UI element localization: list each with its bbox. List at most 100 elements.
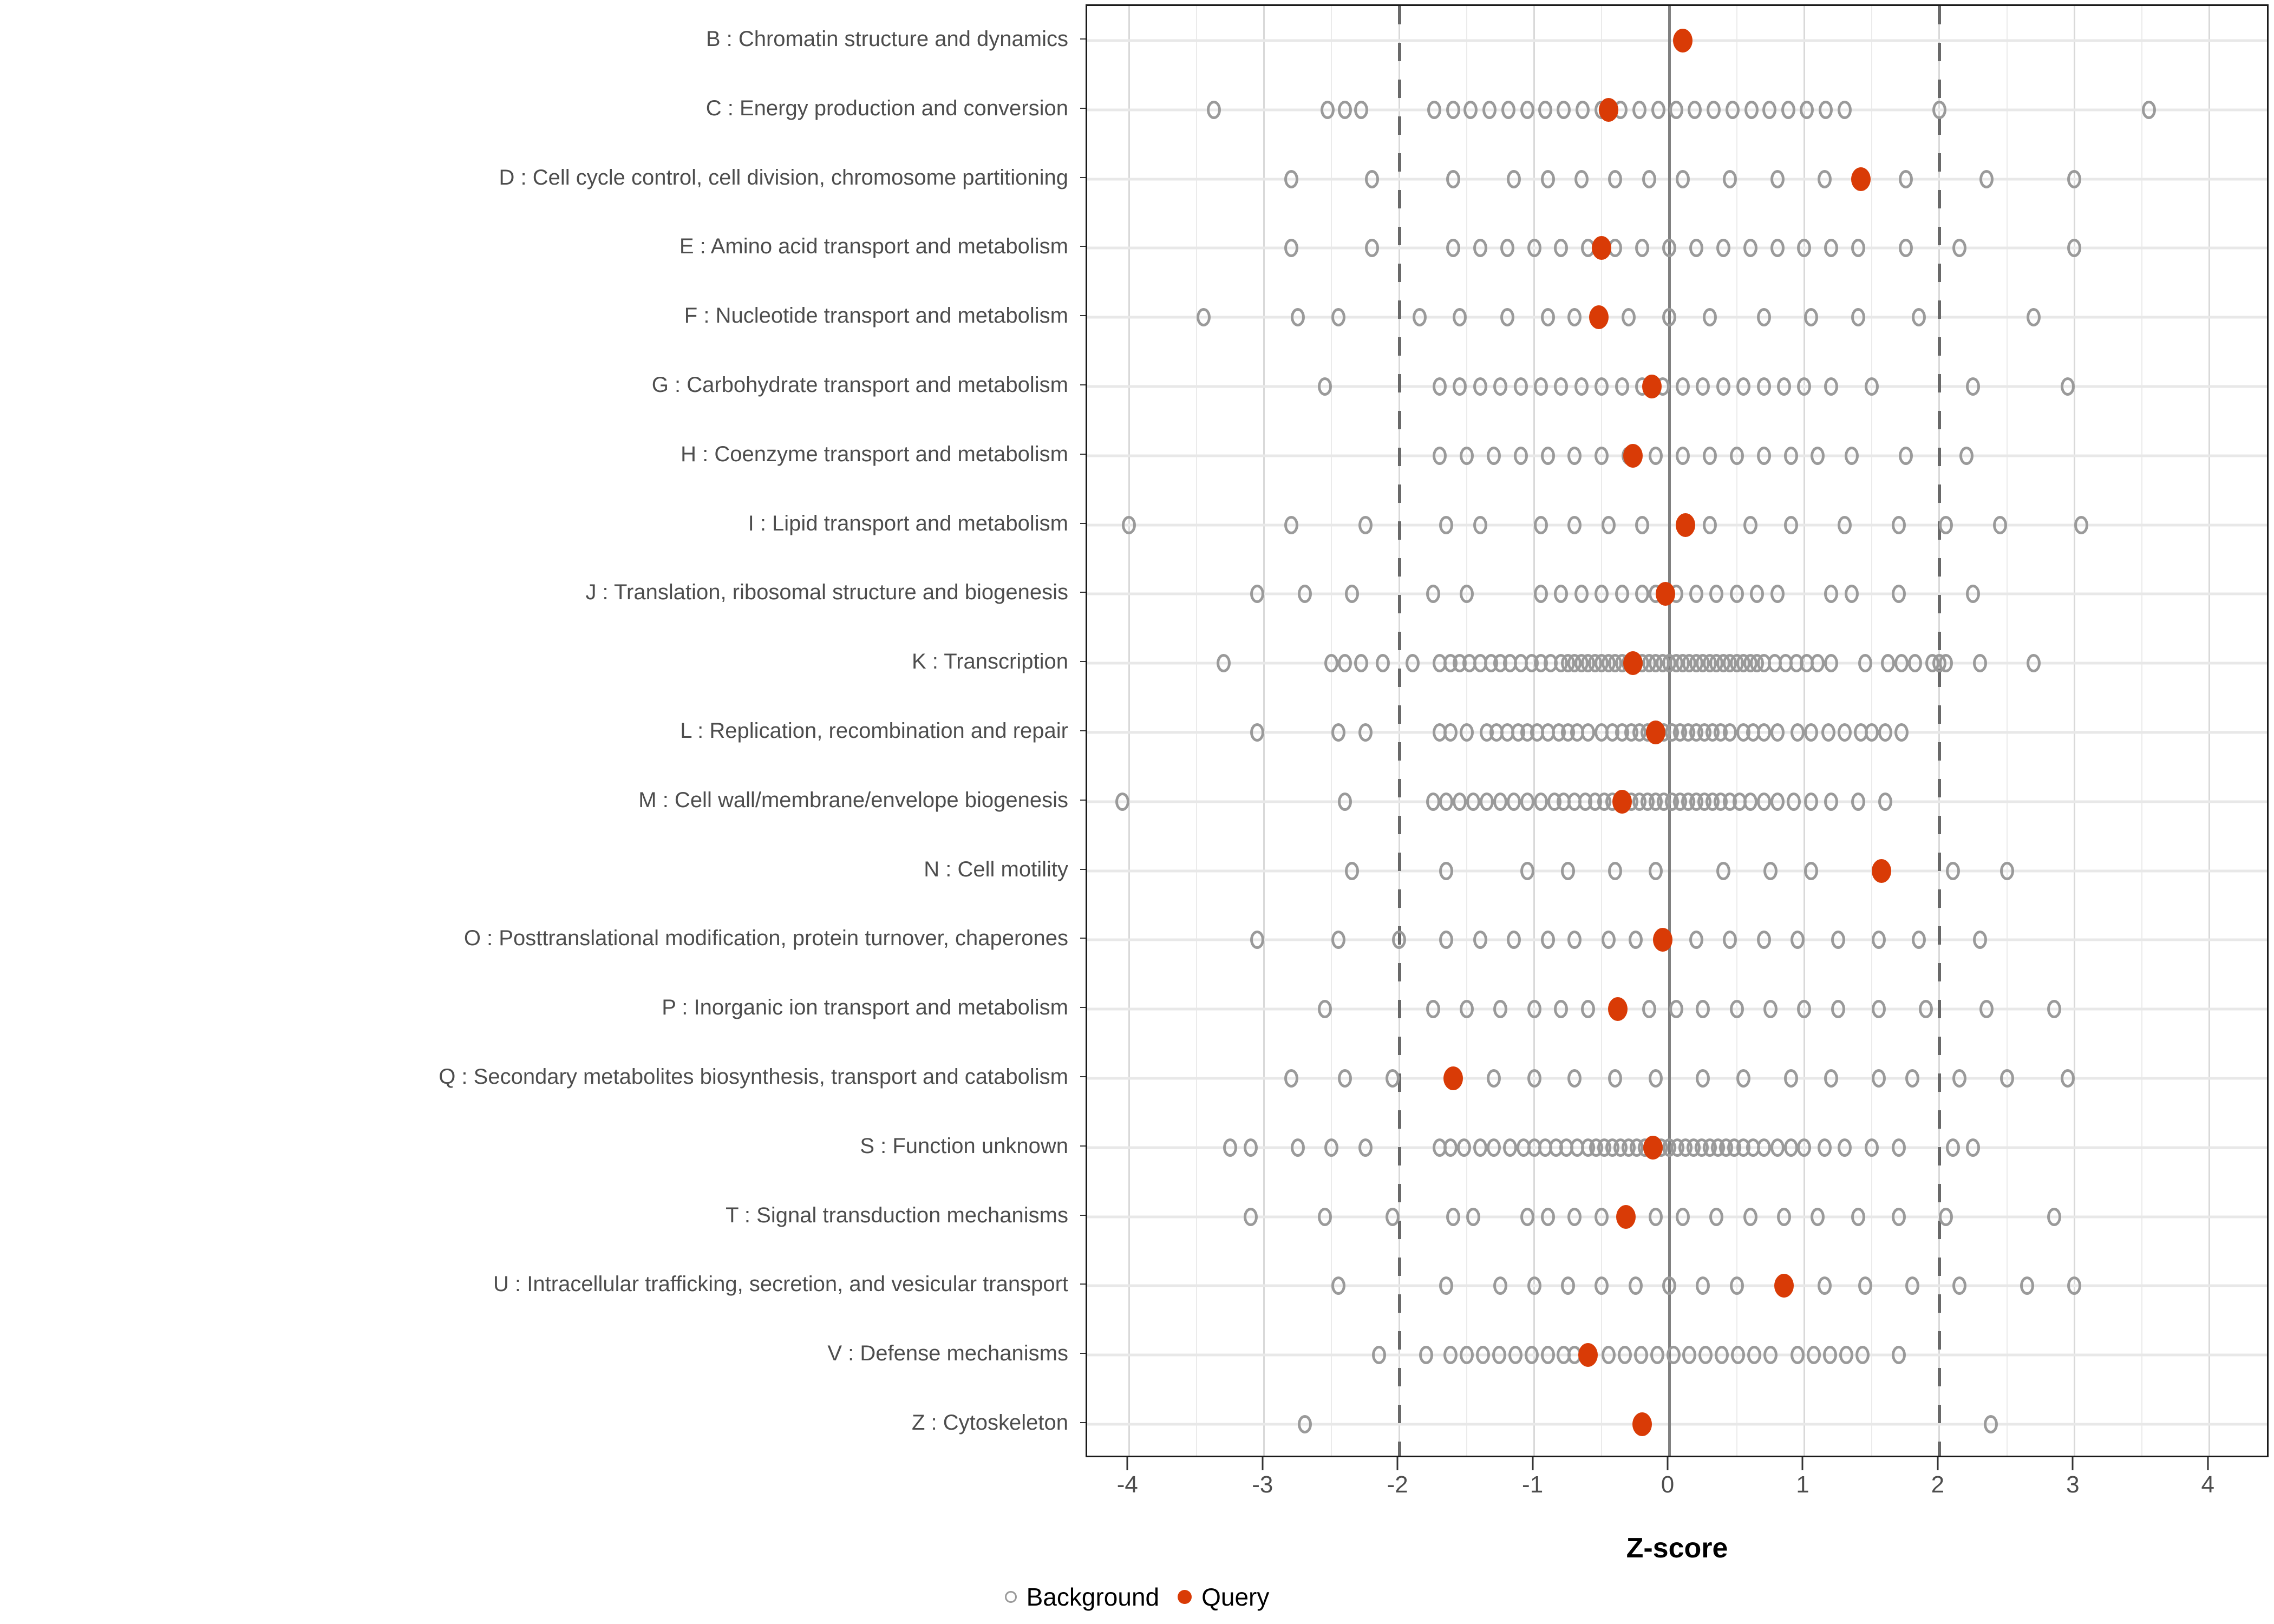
legend: Background Query [0,1582,2274,1612]
background-point [1689,585,1703,604]
background-point [1554,377,1569,396]
background-point [1513,446,1528,465]
background-point [1473,931,1487,949]
query-point [1774,1274,1794,1298]
background-point [1426,585,1440,604]
y-axis-tick [1080,661,1086,663]
background-point [1486,1069,1501,1088]
row-gridline [1087,1284,2267,1287]
background-point [1392,931,1407,949]
y-axis-tick [1080,107,1086,109]
background-point [1892,1138,1906,1157]
background-point [1320,100,1335,119]
y-axis-tick [1080,246,1086,247]
background-point [1770,239,1785,258]
background-point [1898,169,1913,188]
y-axis-tick [1080,176,1086,178]
background-point [1786,792,1801,811]
background-point [1446,169,1460,188]
y-axis-tick [1080,938,1086,939]
background-point [1939,654,1953,673]
x-axis: -4 -3 -2 -1 0 1 2 3 4 [1086,1457,2269,1522]
background-point [1871,1069,1886,1088]
background-point [1952,239,1967,258]
background-point [1331,931,1345,949]
background-point [1324,654,1339,673]
background-point [1858,654,1872,673]
background-point [1817,169,1832,188]
background-point [1338,100,1352,119]
background-point [1839,1346,1853,1365]
background-point [1331,1276,1345,1295]
background-point [1881,654,1896,673]
background-point [1709,1207,1724,1226]
background-point [1939,515,1953,534]
background-point [1763,1346,1778,1365]
background-point [1723,931,1737,949]
background-point [1838,100,1852,119]
background-point [2067,1276,2082,1295]
background-point [1729,446,1744,465]
background-point [1317,377,1332,396]
background-point [1466,792,1481,811]
background-point [1439,1276,1454,1295]
query-point [1675,513,1695,537]
background-point [1972,931,1987,949]
background-point [2067,239,2082,258]
background-point [2020,1276,2035,1295]
background-point [1744,100,1759,119]
background-point [1939,1207,1953,1226]
background-point [2047,1207,2061,1226]
background-point [1426,792,1440,811]
background-point [1851,308,1866,327]
x-axis-tick [1532,1457,1534,1470]
background-point [1790,723,1805,742]
background-point [1819,100,1833,119]
background-point [1540,308,1555,327]
background-point [1824,377,1839,396]
background-point [1649,861,1663,880]
query-point [1652,928,1672,952]
background-point [1443,1138,1458,1157]
background-point [1709,585,1724,604]
background-point [1446,1207,1460,1226]
background-point [1560,861,1575,880]
background-point [1331,308,1345,327]
background-point [1811,1207,1825,1226]
background-point [1729,585,1744,604]
background-point [1446,239,1460,258]
background-point [2074,515,2088,534]
background-point [1439,931,1454,949]
background-point [1865,377,1879,396]
query-point [1672,28,1693,53]
y-axis-tick [1080,1353,1086,1354]
background-point [1574,377,1589,396]
background-point [1675,169,1690,188]
background-point [1331,723,1345,742]
background-point [1486,446,1501,465]
background-point [1608,861,1623,880]
x-axis-tick [2207,1457,2209,1470]
background-point [1783,1069,1798,1088]
background-point [1696,1069,1710,1088]
background-point [1707,100,1721,119]
y-axis-tick [1080,453,1086,455]
gridline-major [2073,6,2075,1456]
y-axis-tick [1080,1076,1086,1078]
background-point [1666,1346,1681,1365]
background-point [1756,931,1771,949]
background-point [1966,1138,1981,1157]
background-point [1790,931,1805,949]
background-point [1595,377,1609,396]
background-point [1527,1276,1541,1295]
filled-circle-icon [1178,1590,1192,1604]
background-point [1898,446,1913,465]
background-point [1838,723,1852,742]
query-point [1612,789,1632,814]
background-point [1534,377,1548,396]
background-point [1581,723,1596,742]
background-point [1344,585,1359,604]
background-point [1675,446,1690,465]
background-point [1354,654,1369,673]
background-point [1459,585,1474,604]
